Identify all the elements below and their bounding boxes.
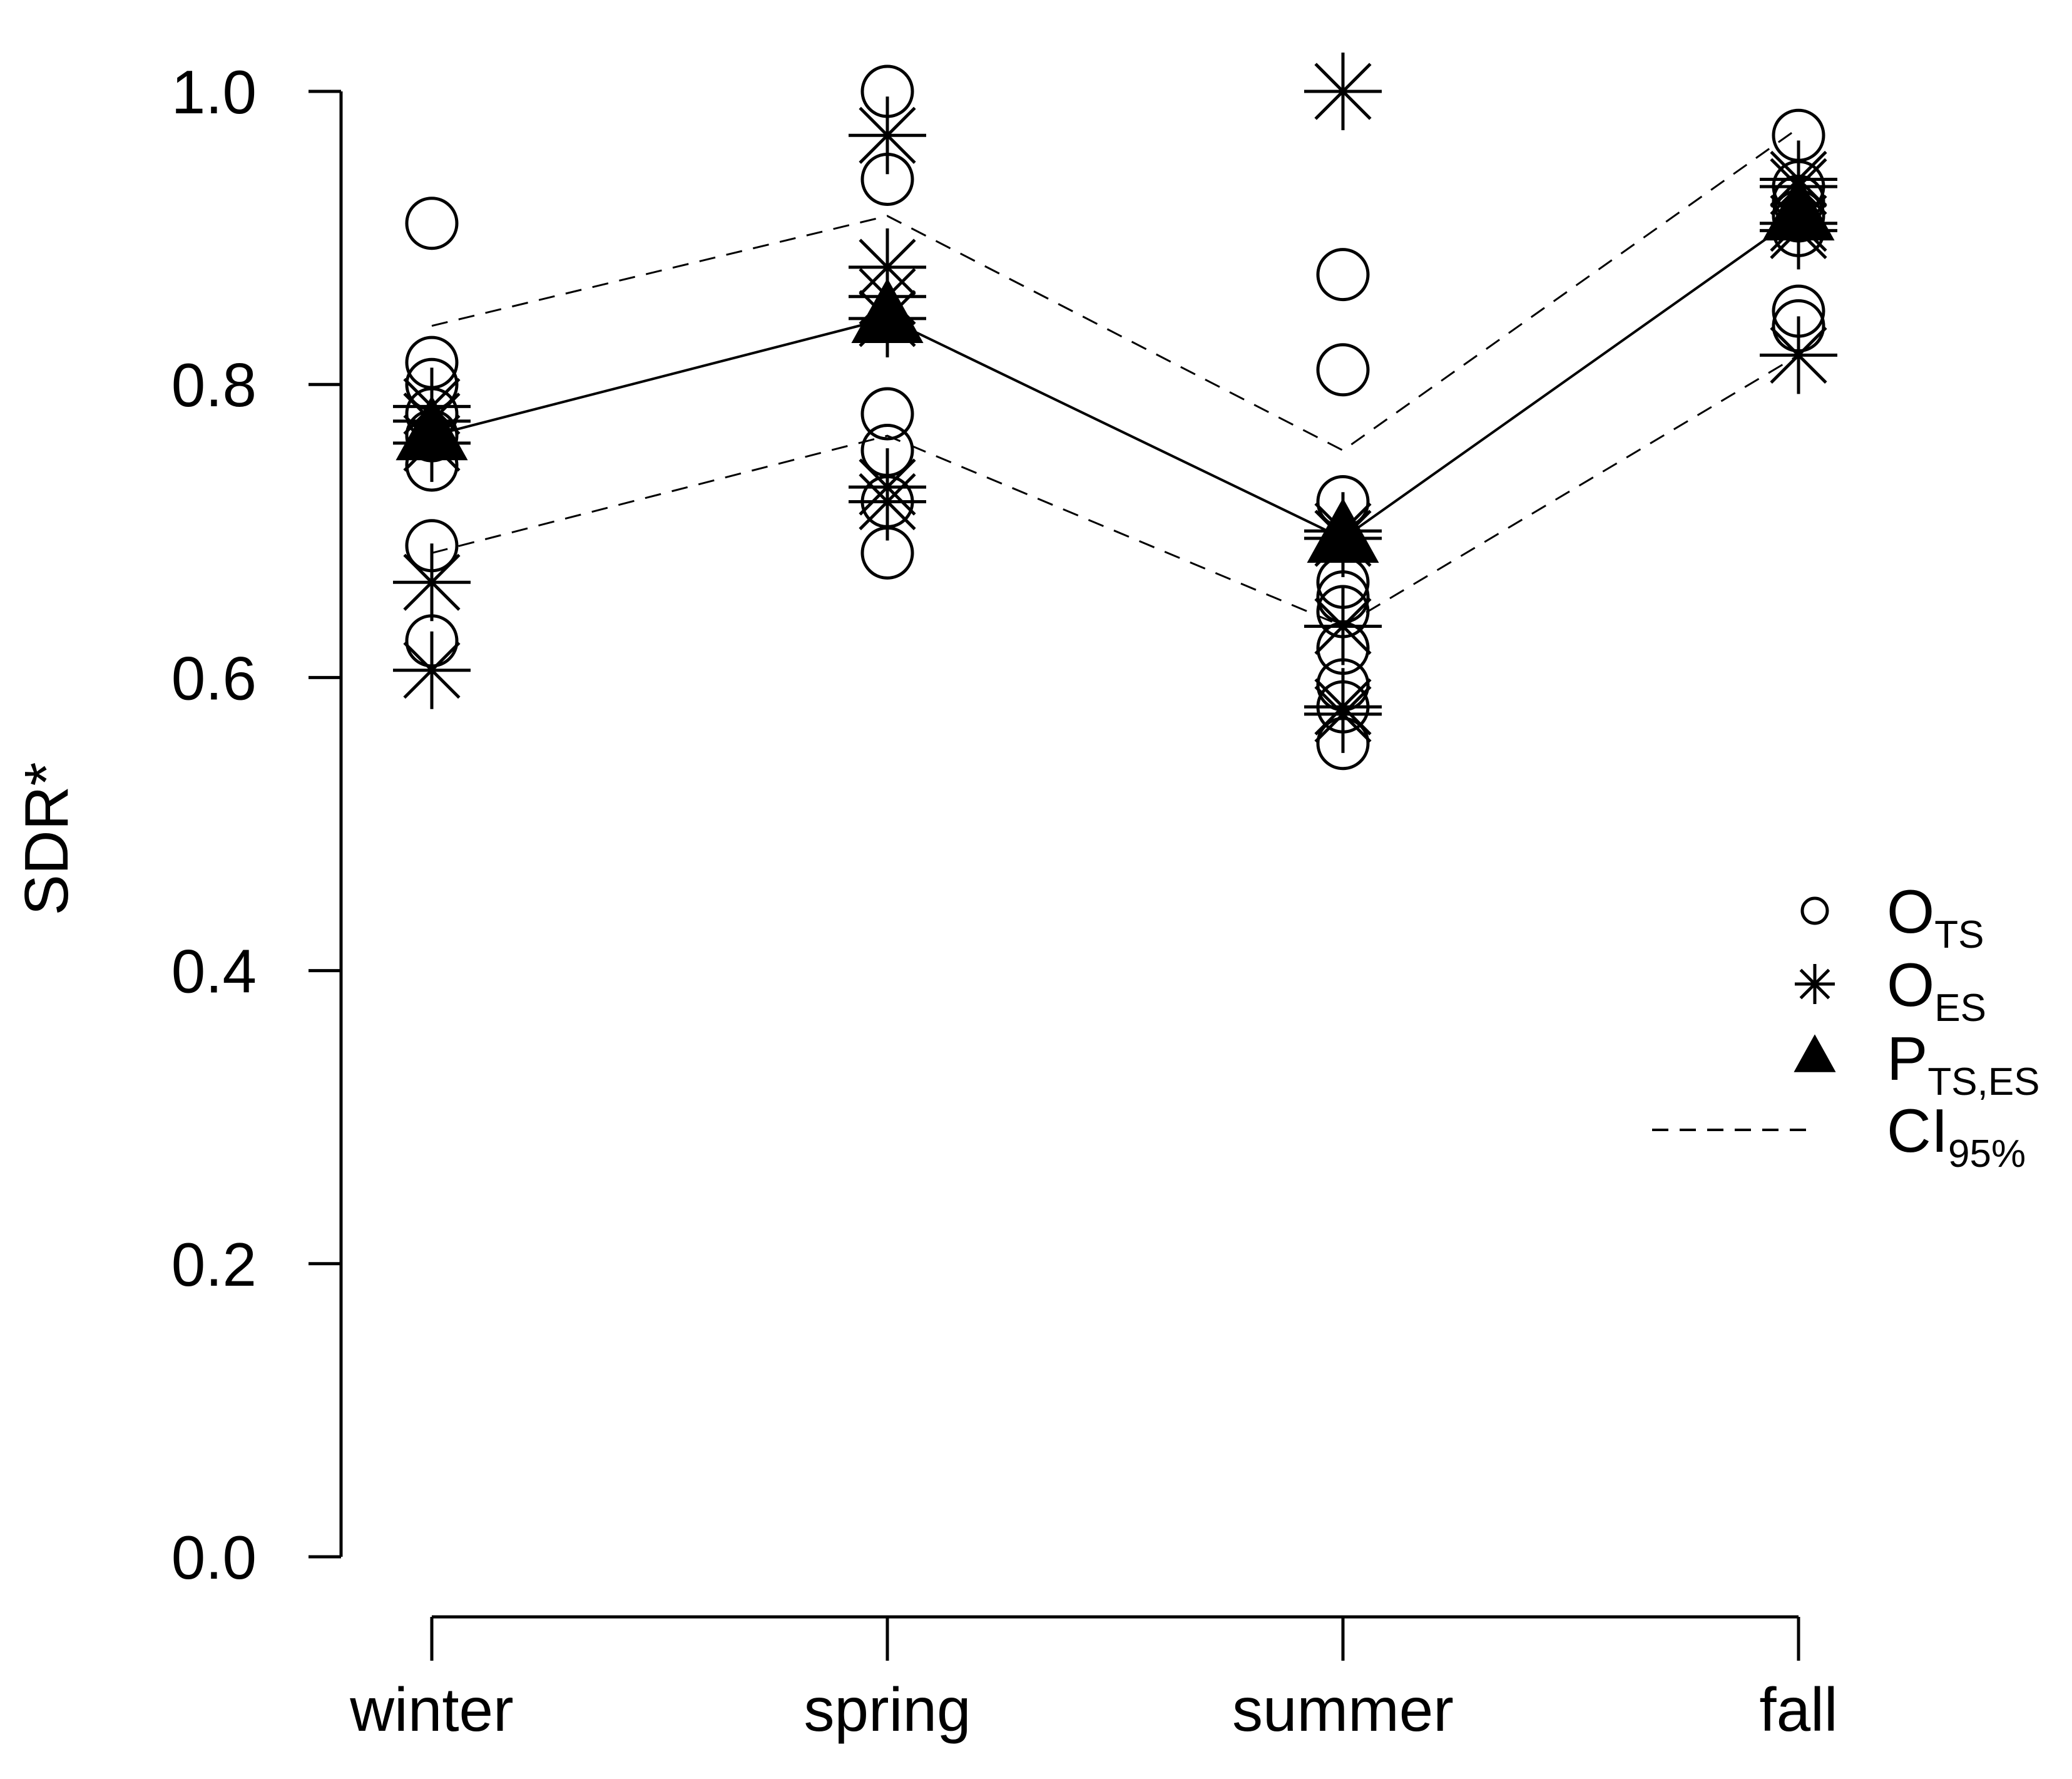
- point-o-es: [393, 631, 471, 709]
- y-axis-title: SDR*: [12, 762, 81, 915]
- point-o-ts: [1316, 343, 1370, 397]
- legend-marker-asterisk: [1795, 964, 1835, 1004]
- point-o-es: [1760, 316, 1837, 394]
- legend-label-subscript: TS: [1934, 913, 1984, 956]
- point-o-es: [393, 543, 471, 622]
- x-tick-label-winter: winter: [349, 1675, 513, 1744]
- prediction-line: [431, 215, 1800, 540]
- y-tick-label: 0.0: [171, 1523, 257, 1592]
- legend-entry-o-ts: OTS: [1800, 877, 1984, 956]
- legend-label: CI95%: [1887, 1096, 2026, 1176]
- point-o-es: [849, 463, 926, 541]
- point-o-es: [1304, 53, 1382, 130]
- legend-label-subscript: TS,ES: [1927, 1060, 2039, 1104]
- y-axis: 0.0 0.2 0.4 0.6 0.8 1.0: [171, 58, 343, 1592]
- legend-label-subscript: 95%: [1948, 1132, 2026, 1176]
- x-axis: winter spring summer fall: [349, 1615, 1838, 1744]
- y-tick-label: 0.6: [171, 643, 257, 712]
- point-p-ts-es: [396, 395, 468, 461]
- ci-upper-line: [431, 127, 1799, 452]
- point-p-ts-es: [1762, 175, 1835, 241]
- point-o-es: [1304, 675, 1382, 753]
- point-o-ts: [860, 387, 914, 441]
- x-tick-label-fall: fall: [1759, 1675, 1837, 1744]
- point-o-ts: [1316, 248, 1370, 302]
- legend-entry-o-es: OES: [1795, 950, 1986, 1030]
- y-tick-label: 0.2: [171, 1230, 257, 1299]
- x-tick-label-spring: spring: [804, 1675, 971, 1744]
- legend-entry-ci-95-: CI95%: [1652, 1096, 2026, 1176]
- legend-entry-p-ts-es: PTS,ES: [1794, 1024, 2040, 1104]
- plot-lines: [431, 127, 1800, 628]
- point-o-es: [849, 96, 926, 175]
- legend-label-subscript: ES: [1934, 987, 1986, 1030]
- x-tick-label-summer: summer: [1232, 1675, 1454, 1744]
- point-o-ts: [405, 197, 459, 250]
- legend-label: OTS: [1887, 877, 1984, 956]
- point-p-ts-es: [1307, 498, 1379, 563]
- legend-label: PTS,ES: [1887, 1024, 2040, 1104]
- ci-lower-line: [431, 354, 1799, 628]
- point-o-es: [1304, 587, 1382, 665]
- plot-points: [393, 53, 1837, 771]
- y-tick-label: 0.8: [171, 351, 257, 419]
- legend-label: OES: [1887, 950, 1986, 1030]
- legend-marker-triangle: [1794, 1034, 1836, 1072]
- legend-marker-circle: [1800, 896, 1829, 925]
- y-tick-label: 0.4: [171, 937, 257, 1006]
- y-tick-label: 1.0: [171, 58, 257, 126]
- point-p-ts-es: [851, 278, 924, 343]
